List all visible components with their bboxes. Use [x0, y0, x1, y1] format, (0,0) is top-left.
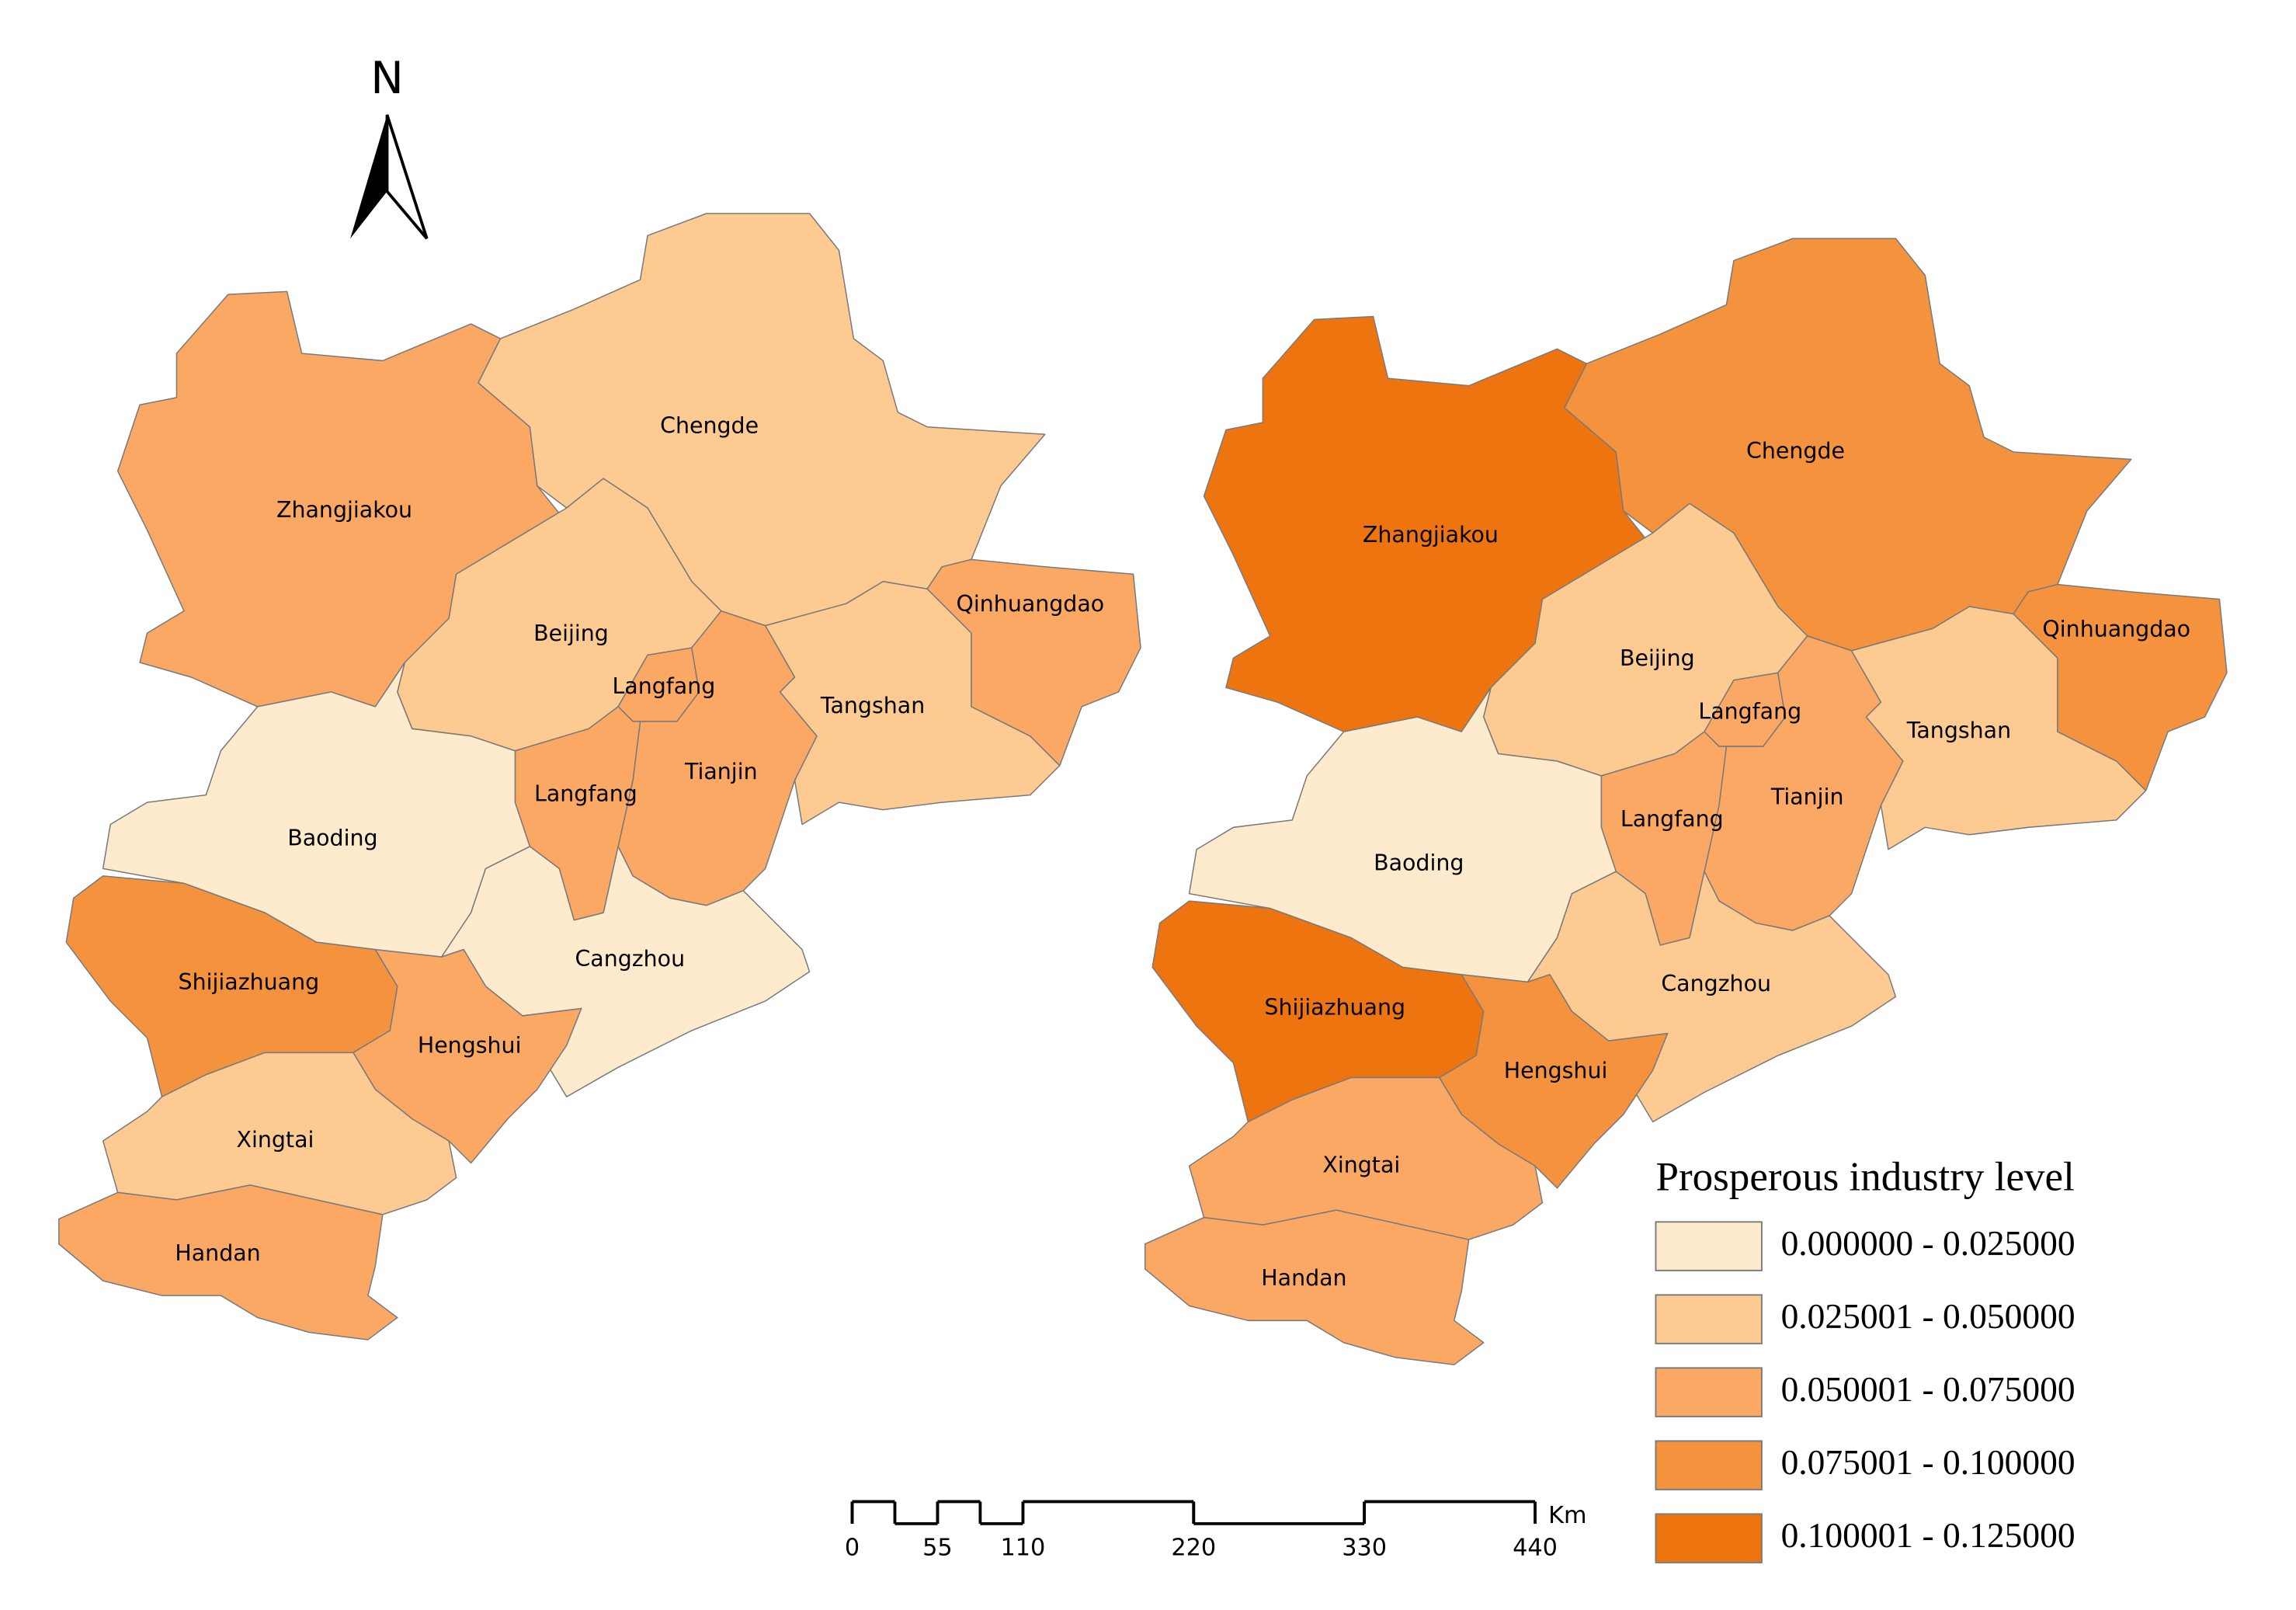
region-label: Xingtai	[1322, 1152, 1400, 1177]
maps: Zhangjiakou Chengde Beijing Langfang Tianjin…	[58, 213, 2228, 1365]
region	[353, 948, 582, 1164]
region	[1439, 974, 1669, 1189]
region-label: Qinhuangdao	[2042, 616, 2190, 642]
legend-swatch	[1655, 1513, 1763, 1563]
region-label: Cangzhou	[1661, 971, 1771, 996]
scale-label: 0	[845, 1535, 860, 1562]
region-label: Handan	[175, 1240, 260, 1266]
region-label: Cangzhou	[575, 946, 685, 972]
region-label: Langfang	[534, 781, 637, 807]
region-label: Baoding	[287, 825, 377, 850]
region-label: Xingtai	[237, 1127, 314, 1153]
legend-label: 0.100001 - 0.125000	[1781, 1515, 2075, 1555]
legend-title: Prosperous industry level	[1655, 1154, 2074, 1199]
region-label: Hengshui	[418, 1033, 522, 1059]
legend-label: 0.075001 - 0.100000	[1781, 1442, 2075, 1482]
region-label: Qinhuangdao	[957, 591, 1105, 617]
region-label: Beijing	[533, 621, 609, 646]
region	[102, 1052, 457, 1215]
region-label: Langfang	[612, 673, 715, 699]
scale-label: 110	[1000, 1535, 1045, 1562]
region-label: Hengshui	[1504, 1058, 1608, 1083]
region	[1850, 606, 2147, 850]
legend-label: 0.050001 - 0.075000	[1781, 1369, 2075, 1409]
scale-segments	[852, 1500, 1536, 1525]
map-panel: Zhangjiakou Chengde Beijing Langfang Tianjin…	[1144, 238, 2228, 1365]
map-panel: Zhangjiakou Chengde Beijing Langfang Tianjin…	[58, 213, 1141, 1341]
scale-label: 220	[1171, 1535, 1216, 1562]
region-label: Baoding	[1374, 850, 1464, 876]
region	[1144, 1209, 1485, 1365]
region-label: Zhangjiakou	[1363, 522, 1499, 548]
scale-label: 55	[922, 1535, 953, 1562]
region-label: Tangshan	[1906, 718, 2011, 743]
legend-label: 0.000000 - 0.025000	[1781, 1223, 2075, 1263]
region-label: Handan	[1261, 1265, 1346, 1291]
legend-swatch	[1655, 1294, 1763, 1344]
region-label: Tianjin	[1770, 784, 1844, 809]
region-label: Beijing	[1620, 645, 1695, 671]
region	[764, 581, 1061, 826]
region-label: Langfang	[1698, 698, 1801, 724]
region	[58, 1184, 398, 1341]
scale-label: 440	[1513, 1535, 1558, 1562]
region-label: Langfang	[1620, 806, 1724, 832]
region-label: Chengde	[1746, 438, 1845, 464]
region-label: Tangshan	[820, 693, 925, 718]
region	[1188, 1076, 1544, 1240]
legend: Prosperous industry level 0.000000 - 0.0…	[1655, 1154, 2075, 1563]
legend-swatch	[1655, 1367, 1763, 1417]
region-label: Zhangjiakou	[276, 497, 412, 523]
arrow-left	[350, 114, 387, 239]
arrow-right	[385, 114, 429, 240]
north-label: N	[370, 53, 404, 104]
region-label: Shijiazhuang	[179, 969, 320, 995]
region-label: Chengde	[660, 413, 759, 439]
region-label: Tianjin	[684, 759, 758, 784]
legend-swatch	[1655, 1221, 1763, 1271]
scale-bar: 0 55 110 220 330 440 Km	[845, 1500, 1586, 1562]
scale-label: 330	[1342, 1535, 1387, 1562]
region	[926, 558, 1141, 767]
legend-swatch	[1655, 1440, 1763, 1490]
scale-unit: Km	[1548, 1502, 1586, 1529]
north-arrow: N	[350, 53, 429, 240]
legend-label: 0.025001 - 0.050000	[1781, 1296, 2075, 1336]
region	[2013, 583, 2228, 791]
region-label: Shijiazhuang	[1264, 994, 1405, 1020]
